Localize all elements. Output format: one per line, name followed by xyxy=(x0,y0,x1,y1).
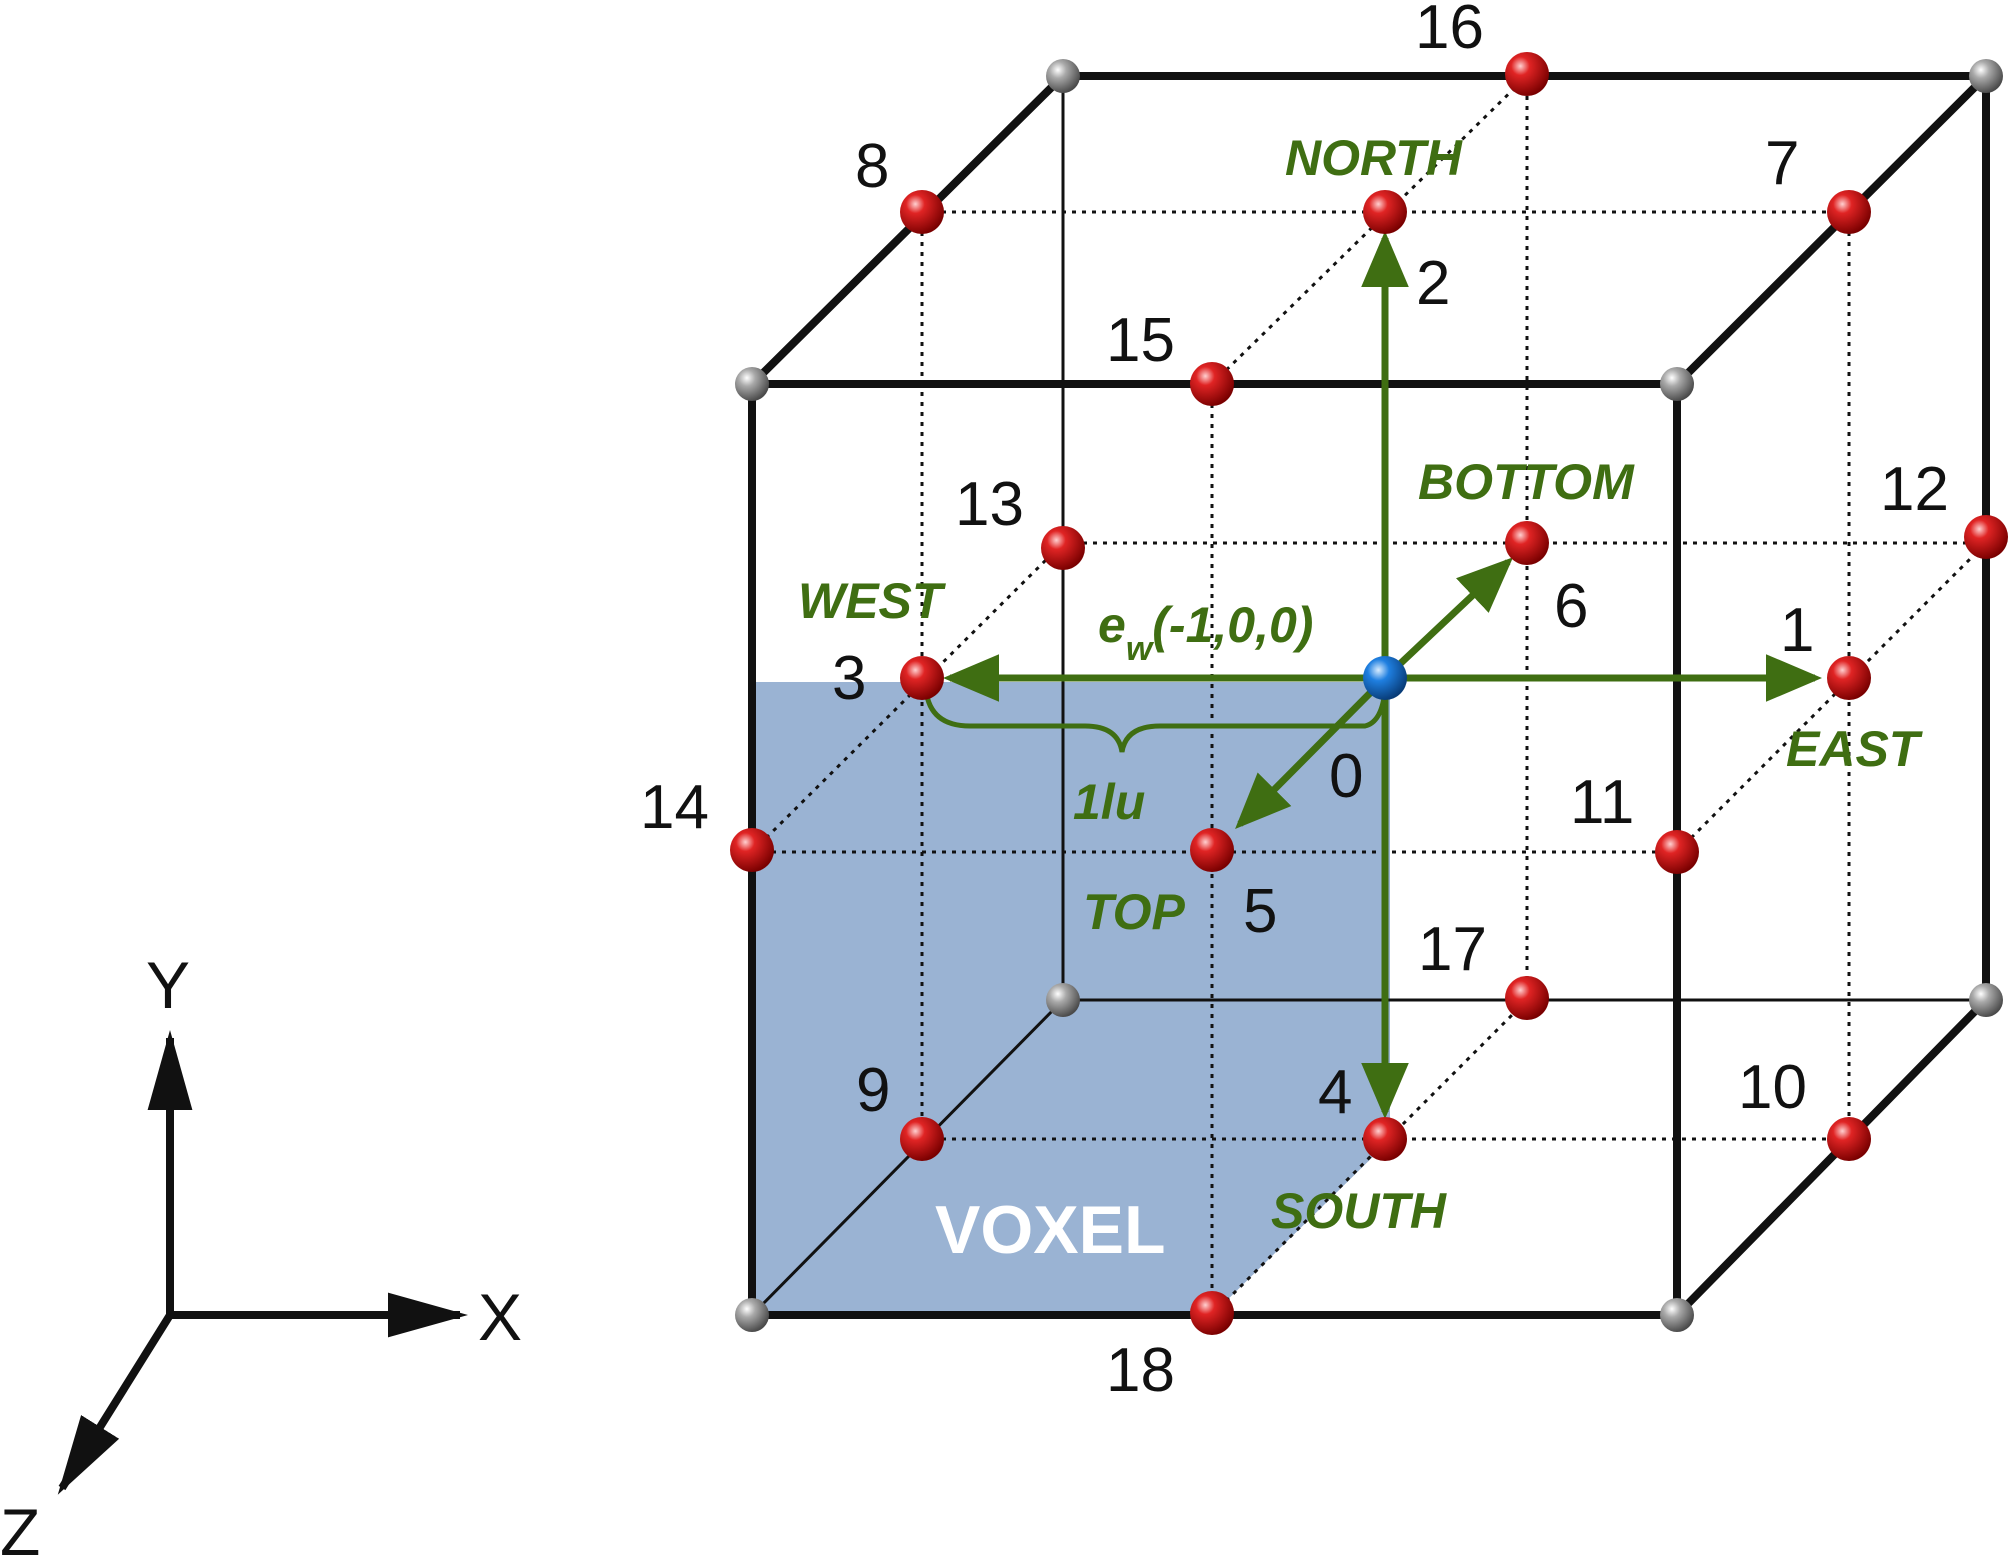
node-12 xyxy=(1964,515,2008,559)
node-9 xyxy=(900,1117,944,1161)
velocity-arrows xyxy=(923,231,1822,1119)
label-lattice-unit: 1lu xyxy=(1073,774,1145,830)
label-node-4: 4 xyxy=(1318,1058,1352,1127)
red-nodes xyxy=(730,52,2008,1335)
node-7 xyxy=(1827,190,1871,234)
arrow-top xyxy=(1235,675,1388,829)
axis-z-label: Z xyxy=(0,1495,40,1557)
label-bottom: BOTTOM xyxy=(1418,454,1635,510)
node-8 xyxy=(900,190,944,234)
axis-z xyxy=(57,1312,174,1495)
lattice-unit-brace xyxy=(923,689,1388,753)
label-node-12: 12 xyxy=(1880,455,1949,524)
label-node-11: 11 xyxy=(1570,768,1634,837)
label-node-14: 14 xyxy=(640,773,709,842)
label-node-3: 3 xyxy=(832,644,866,713)
label-vector-ew: ew(-1,0,0) xyxy=(1098,597,1313,668)
label-node-6: 6 xyxy=(1554,572,1588,641)
label-node-8: 8 xyxy=(855,132,889,201)
coordinate-axes xyxy=(57,1030,468,1495)
node-3 xyxy=(900,656,944,700)
label-node-16: 16 xyxy=(1415,0,1484,62)
label-node-1: 1 xyxy=(1780,596,1814,665)
label-south: SOUTH xyxy=(1271,1183,1447,1239)
node-10 xyxy=(1827,1117,1871,1161)
node-1 xyxy=(1827,656,1871,700)
node-labels: 0 1 2 3 4 5 6 7 8 9 10 11 12 13 14 15 16… xyxy=(640,0,1949,1405)
direction-labels: NORTH BOTTOM WEST EAST TOP SOUTH 1lu ew(… xyxy=(798,130,1924,1239)
label-node-2: 2 xyxy=(1416,249,1450,318)
node-16 xyxy=(1505,52,1549,96)
voxel-label: VOXEL xyxy=(935,1192,1166,1268)
node-2 xyxy=(1363,190,1407,234)
node-5 xyxy=(1190,828,1234,872)
node-18 xyxy=(1190,1291,1234,1335)
label-node-9: 9 xyxy=(856,1056,890,1125)
node-17 xyxy=(1505,976,1549,1020)
node-6 xyxy=(1505,521,1549,565)
label-node-10: 10 xyxy=(1738,1053,1807,1122)
label-north: NORTH xyxy=(1285,130,1463,186)
label-node-13: 13 xyxy=(955,470,1024,539)
arrow-bottom xyxy=(1382,557,1514,681)
label-east: EAST xyxy=(1786,721,1924,777)
label-node-17: 17 xyxy=(1418,915,1487,984)
label-top: TOP xyxy=(1083,884,1186,940)
axis-y-label: Y xyxy=(146,948,190,1022)
label-node-0: 0 xyxy=(1329,742,1363,811)
label-west: WEST xyxy=(798,573,947,629)
node-13 xyxy=(1041,526,1085,570)
label-node-15: 15 xyxy=(1106,306,1175,375)
label-node-7: 7 xyxy=(1765,129,1799,198)
axis-x-label: X xyxy=(478,1280,522,1354)
node-14 xyxy=(730,828,774,872)
label-node-5: 5 xyxy=(1243,877,1277,946)
label-node-18: 18 xyxy=(1106,1336,1175,1405)
node-11 xyxy=(1655,830,1699,874)
node-4 xyxy=(1363,1117,1407,1161)
gray-nodes xyxy=(735,59,2003,1332)
node-0 xyxy=(1363,656,1407,700)
node-15 xyxy=(1190,362,1234,406)
